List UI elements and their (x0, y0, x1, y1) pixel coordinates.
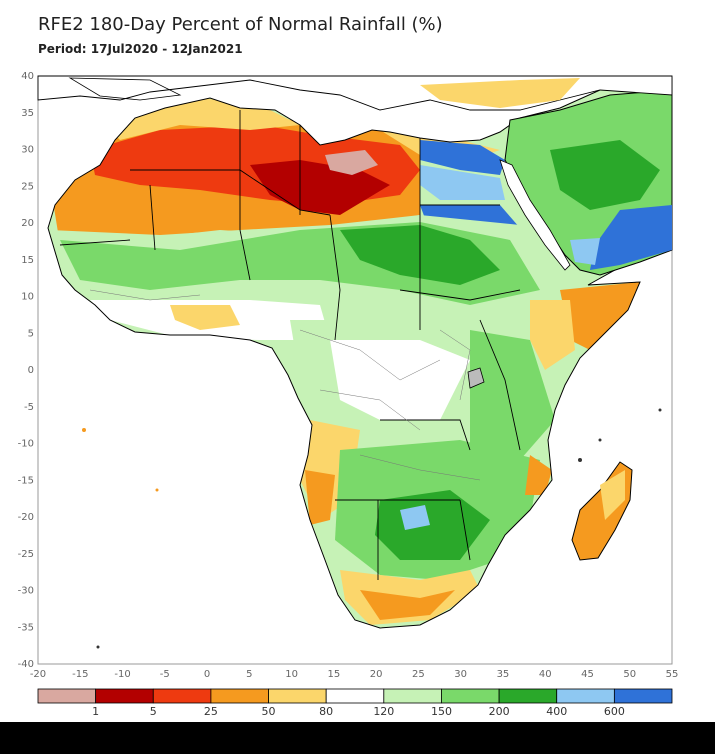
y-tick-label: 35 (21, 108, 34, 119)
colorbar-label: 150 (431, 705, 452, 718)
zone-botswana-blue (400, 505, 430, 530)
zone-horn-yellow (530, 300, 575, 370)
y-tick-label: -25 (18, 549, 34, 560)
zone-egypt-lightblue (420, 165, 505, 200)
island-dot (82, 428, 86, 432)
y-tick-label: -30 (18, 586, 34, 597)
colorbar-swatch (441, 688, 500, 704)
period-label: Period: (38, 42, 87, 56)
x-tick-label: -10 (114, 669, 130, 680)
colorbar-label: 80 (319, 705, 333, 718)
colorbar-swatch (613, 688, 673, 704)
island-dot (155, 488, 159, 492)
colorbar-swatch (325, 688, 385, 704)
iberia-outline (68, 77, 182, 101)
y-tick-label: 40 (21, 71, 34, 82)
map-title: RFE2 180-Day Percent of Normal Rainfall … (38, 14, 443, 35)
period-value: 17Jul2020 - 12Jan2021 (90, 42, 243, 56)
y-tick-label: 10 (21, 292, 34, 303)
island-dot (598, 438, 602, 442)
x-tick-label: 15 (327, 669, 340, 680)
x-tick-label: 50 (623, 669, 636, 680)
rainfall-map: -20 -15 -10 -5 0 5 10 15 20 25 30 35 40 45 50 554035302… (18, 71, 679, 718)
y-tick-label: 15 (21, 255, 34, 266)
lake-victoria (467, 367, 485, 389)
colorbar-swatch (152, 688, 212, 704)
y-tick-label: -20 (18, 512, 34, 523)
figure-frame: RFE2 180-Day Percent of Normal Rainfall … (0, 0, 715, 722)
arabia-darkgreen (550, 140, 660, 210)
colorbar-swatch (37, 688, 97, 704)
zone-southafrica-orange (360, 590, 455, 620)
x-tick-label: 30 (454, 669, 467, 680)
colorbar-label: 1 (92, 705, 99, 718)
turkey-yellow (420, 78, 580, 108)
colorbar-swatch (268, 688, 327, 704)
x-tick-label: 25 (412, 669, 425, 680)
island-dot (658, 408, 662, 412)
x-tick-label: 45 (581, 669, 594, 680)
colorbar-label: 5 (150, 705, 157, 718)
x-tick-label: -15 (72, 669, 88, 680)
y-tick-label: 25 (21, 181, 34, 192)
x-tick-label: 0 (204, 669, 210, 680)
axis-ticks: -20 -15 -10 -5 0 5 10 15 20 25 30 35 40 45 50 554035302… (18, 71, 679, 680)
colorbar-label: 120 (373, 705, 394, 718)
colorbar-label: 600 (604, 705, 625, 718)
zone-horn-orange (560, 282, 640, 350)
bottom-black-bar (0, 722, 715, 754)
zone-namibia-orange (305, 470, 335, 525)
zone-eastafrica-green (470, 330, 555, 460)
map-subtitle: Period: 17Jul2020 - 12Jan2021 (38, 42, 243, 56)
zone-egypt-blue (420, 140, 505, 175)
province-borders (89, 289, 481, 481)
y-tick-label: -35 (18, 622, 34, 633)
zone-sahara-pink (325, 150, 378, 175)
colorbar-label: 200 (489, 705, 510, 718)
x-tick-label: 35 (497, 669, 510, 680)
y-tick-label: -10 (18, 439, 34, 450)
arabia-blue (590, 205, 672, 270)
red-sea (499, 159, 571, 271)
colorbar-label: 25 (204, 705, 218, 718)
island-dot (578, 458, 582, 462)
y-tick-label: -40 (18, 659, 34, 670)
arabia-lightblue (570, 238, 600, 265)
y-tick-label: 0 (28, 365, 34, 376)
y-tick-label: 30 (21, 145, 34, 156)
colorbar-swatch (498, 688, 558, 704)
colorbar-swatch (556, 688, 615, 704)
x-tick-label: -5 (160, 669, 170, 680)
madagascar-yellow (600, 470, 625, 520)
colorbar-swatch (383, 688, 442, 704)
x-tick-label: 10 (285, 669, 298, 680)
x-tick-label: 20 (370, 669, 383, 680)
colorbar: 1 5 25 50 80 120 150 200 400 600 (37, 688, 673, 718)
y-tick-label: 5 (28, 328, 34, 339)
x-tick-label: 40 (539, 669, 552, 680)
x-tick-label: 55 (666, 669, 679, 680)
colorbar-label: 400 (546, 705, 567, 718)
y-tick-label: 20 (21, 218, 34, 229)
country-borders (59, 110, 521, 580)
y-tick-label: -15 (18, 475, 34, 486)
x-tick-label: 5 (246, 669, 252, 680)
y-tick-label: -5 (24, 402, 34, 413)
colorbar-swatch (210, 688, 269, 704)
colorbar-label: 50 (262, 705, 276, 718)
x-tick-label: -20 (30, 669, 46, 680)
zone-mozambique-orange (525, 455, 552, 495)
island-dot (96, 645, 100, 649)
colorbar-swatch (95, 688, 154, 704)
zone-guinea-yellow (170, 305, 240, 330)
